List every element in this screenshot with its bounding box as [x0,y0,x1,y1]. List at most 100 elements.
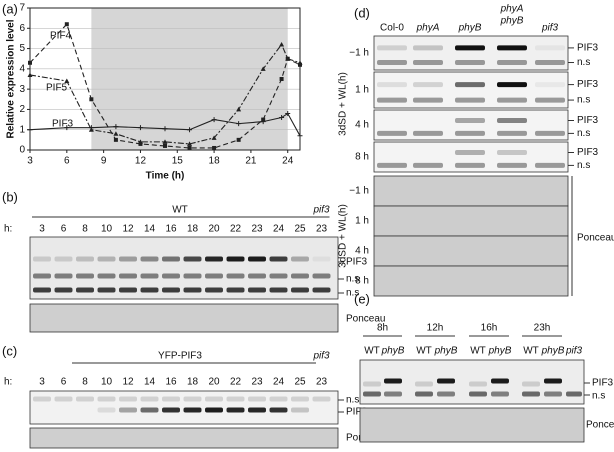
condition-label: 3dSD + WL(h) [338,72,349,136]
band [140,287,159,293]
band [437,378,455,384]
band [76,256,94,262]
x-tick-label: 24 [282,156,294,167]
band [497,130,527,136]
genotype-label: phyB [458,23,482,34]
lane-label: 14 [144,377,156,388]
marker [137,139,143,144]
band [535,82,565,88]
y-tick-label: 6 [19,23,25,34]
genotype-label: WT [416,346,432,357]
band [363,381,381,387]
marker [27,127,33,133]
band [377,82,407,88]
lane-label: 24 [273,224,285,235]
band [248,287,266,293]
band [491,391,509,397]
band [33,396,51,402]
band [544,391,562,397]
band [183,273,202,279]
band [119,396,137,402]
loading-blot [359,407,585,443]
lane-label: 23 [251,377,263,388]
time-label: 1 h [355,216,369,227]
y-tick-label: 2 [19,104,25,115]
lane-label: 12 [122,377,134,388]
lane-label: 18 [187,377,199,388]
lane-label: 16 [165,224,177,235]
band [54,273,73,279]
band [455,82,485,88]
marker [27,72,33,77]
band [291,273,309,279]
blot [373,141,569,173]
genotype-label: phyB [500,16,524,27]
band [455,97,485,103]
band [312,396,331,402]
genotype-label: pif3 [541,23,559,34]
marker [64,125,70,131]
band [415,381,433,387]
band [413,60,443,66]
band [183,396,202,402]
lane-label: 23 [251,224,263,235]
band [269,273,288,279]
time-label: 8 h [355,152,369,163]
genotype-label: phyB [434,346,458,357]
band [269,287,288,293]
time-label: 8h [377,323,388,334]
y-tick-label: 5 [19,43,25,54]
lane-label: 6 [61,224,67,235]
band-label: n.s [346,288,359,299]
lane-label: 6 [61,377,67,388]
marker [212,145,217,150]
lane-label: 23 [316,377,328,388]
band [183,256,202,262]
band [491,378,509,384]
band [413,97,443,103]
band-label: n.s [577,95,590,106]
marker [162,126,168,132]
band [97,407,116,413]
band [97,256,116,262]
marker [285,110,291,116]
band [162,396,180,402]
band [455,45,485,51]
band-label: PIF3 [346,407,368,418]
plot-frame [29,7,301,151]
band [415,391,433,397]
marker [64,22,69,27]
band-label: PIF3 [577,43,599,54]
y-tick-label: 3 [19,84,25,95]
band [413,45,443,51]
band [205,407,223,413]
marker [285,56,291,61]
band [291,396,309,402]
band [522,381,540,387]
loading-blot [373,205,569,237]
band [544,378,562,384]
band [312,256,331,262]
lane-label: 8 [82,377,88,388]
lane-label: 3 [39,224,45,235]
lane-label: 16 [165,377,177,388]
band-label: n.s [577,128,590,139]
marker [187,145,192,150]
hours-label: h: [4,377,12,388]
time-label: −1 h [349,186,369,197]
band [205,287,223,293]
loading-blot [373,175,569,207]
band [535,60,565,66]
band [119,407,137,413]
marker [236,137,241,142]
band [497,162,527,168]
lane-label: 25 [294,377,306,388]
marker [138,141,143,146]
time-label: 23h [534,323,551,334]
band [497,118,527,123]
band [183,407,202,413]
band [248,407,266,413]
series-label: PIF3 [52,119,74,130]
loading-blot [29,427,339,449]
marker [89,97,94,102]
